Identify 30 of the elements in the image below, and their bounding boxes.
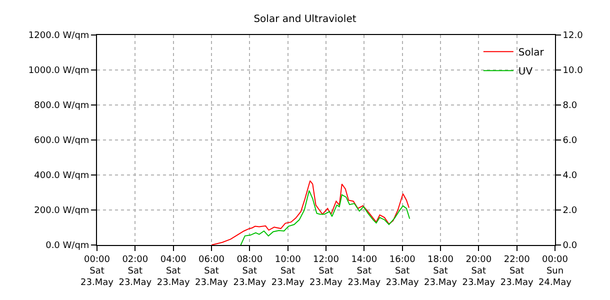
y2-tick-label: 6.0 [562, 136, 578, 146]
y-tick-label: 0.0 W/qm [46, 241, 90, 252]
y-tick-label: 600.0 W/qm [34, 136, 90, 146]
y-tick-label: 200.0 W/qm [34, 206, 90, 216]
x-tick-label: 10:00 Sat 23.May [271, 254, 305, 288]
x-tick-label: 02:00 Sat 23.May [118, 254, 152, 288]
x-tick-label: 18:00 Sat 23.May [424, 254, 458, 288]
x-tick-label: 22:00 Sat 23.May [500, 254, 534, 288]
x-tick-label: 20:00 Sat 23.May [462, 254, 496, 288]
x-tick-label: 16:00 Sat 23.May [386, 254, 420, 288]
y-tick-label: 1200.0 W/qm [28, 31, 90, 42]
y2-tick-label: 4.0 [562, 171, 578, 182]
x-tick-label: 04:00 Sat 23.May [156, 254, 190, 288]
y2-tick-label: 8.0 [562, 101, 578, 112]
x-tick-label: 12:00 Sat 23.May [310, 254, 344, 288]
x-tick-label: 14:00 Sat 23.May [348, 254, 382, 288]
y-tick-label: 1000.0 W/qm [28, 66, 90, 76]
y-tick-label: 400.0 W/qm [34, 171, 90, 182]
y2-tick-label: 10.0 [562, 66, 584, 76]
y2-tick-label: 2.0 [562, 206, 578, 216]
y2-tick-label: 12.0 [562, 31, 584, 42]
x-tick-label: 06:00 Sat 23.May [195, 254, 229, 288]
x-tick-label: 00:00 Sun 24.May [538, 254, 572, 288]
legend-label: Solar [518, 48, 545, 58]
x-tick-label: 00:00 Sat 23.May [80, 254, 114, 288]
y2-tick-label: 0.0 [562, 241, 578, 252]
legend-label: UV [518, 66, 533, 78]
y-tick-label: 800.0 W/qm [34, 101, 90, 112]
chart-title: Solar and Ultraviolet [254, 14, 356, 25]
x-tick-label: 08:00 Sat 23.May [233, 254, 267, 288]
